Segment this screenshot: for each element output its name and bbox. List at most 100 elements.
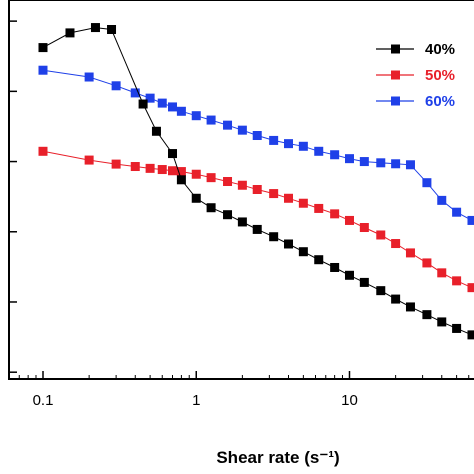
data-point	[405, 160, 415, 170]
data-point	[376, 286, 386, 296]
data-point	[391, 159, 401, 169]
data-point	[437, 317, 447, 327]
data-point	[111, 81, 121, 91]
data-point	[237, 125, 247, 135]
data-point	[191, 111, 201, 121]
data-point	[298, 198, 308, 208]
data-point	[359, 157, 369, 167]
data-point	[223, 210, 233, 220]
data-point	[359, 223, 369, 233]
data-point	[206, 173, 216, 183]
series-60pct	[38, 65, 474, 225]
legend-label: 40%	[425, 41, 455, 58]
data-point	[467, 283, 474, 293]
legend-marker	[391, 96, 400, 106]
data-point	[157, 165, 167, 175]
data-point	[452, 276, 462, 286]
x-tick-label: 0.1	[33, 392, 54, 409]
data-point	[269, 189, 279, 199]
series-line	[42, 150, 473, 289]
x-tick-label: 10	[341, 392, 358, 409]
data-point	[359, 277, 369, 287]
data-point	[269, 232, 279, 242]
data-point	[111, 159, 121, 169]
data-point	[437, 268, 447, 278]
data-point	[252, 185, 262, 194]
data-point	[452, 207, 462, 217]
data-point	[191, 193, 201, 203]
data-point	[269, 135, 279, 145]
legend-item: 40%	[376, 41, 455, 58]
data-point	[344, 215, 354, 225]
data-point	[168, 149, 178, 159]
data-point	[252, 131, 262, 141]
data-point	[391, 294, 401, 304]
data-point	[391, 239, 401, 249]
data-point	[284, 193, 294, 203]
data-point	[376, 158, 386, 168]
data-point	[344, 154, 354, 164]
data-point	[130, 88, 140, 98]
tick-labels: 0.1 1 10	[33, 392, 358, 409]
legend: 40% 50% 60%	[376, 41, 455, 110]
data-point	[422, 178, 432, 188]
data-point	[284, 239, 294, 249]
data-point	[314, 146, 324, 156]
data-point	[298, 247, 308, 257]
data-point	[157, 98, 167, 108]
data-point	[452, 323, 462, 333]
x-tick-label: 1	[192, 392, 200, 409]
data-point	[405, 302, 415, 312]
data-point	[176, 106, 186, 116]
series-layer	[38, 23, 474, 340]
data-point	[176, 175, 186, 185]
data-point	[206, 115, 216, 125]
data-point	[330, 150, 340, 160]
data-point	[145, 93, 155, 103]
data-point	[130, 162, 140, 172]
data-point	[107, 25, 117, 35]
data-point	[284, 139, 294, 149]
data-point	[84, 72, 94, 82]
data-point	[330, 209, 340, 219]
data-point	[206, 203, 216, 213]
data-point	[344, 270, 354, 280]
series-line	[42, 69, 473, 221]
series-line	[42, 27, 473, 336]
data-point	[38, 65, 48, 75]
data-point	[90, 23, 100, 33]
data-point	[237, 180, 247, 190]
data-point	[314, 255, 324, 265]
data-point	[422, 258, 432, 268]
series-50pct	[38, 146, 474, 293]
data-point	[176, 167, 186, 177]
legend-marker	[391, 44, 400, 54]
data-point	[467, 215, 474, 225]
data-point	[168, 166, 178, 176]
data-point	[298, 141, 308, 151]
data-point	[405, 248, 415, 258]
data-point	[437, 195, 447, 205]
tick-marks	[9, 20, 470, 379]
data-point	[168, 102, 178, 112]
legend-item: 50%	[376, 67, 455, 84]
data-point	[376, 230, 386, 240]
legend-item: 60%	[376, 93, 455, 110]
data-point	[145, 163, 155, 173]
data-point	[191, 169, 201, 179]
data-point	[422, 310, 432, 320]
data-point	[223, 120, 233, 130]
data-point	[467, 330, 474, 340]
legend-marker	[391, 70, 400, 80]
legend-label: 50%	[425, 67, 455, 84]
data-point	[252, 224, 262, 234]
data-point	[330, 262, 340, 272]
x-axis-title: Shear rate (s⁻¹)	[216, 448, 339, 467]
data-point	[223, 176, 233, 186]
data-point	[84, 155, 94, 165]
data-point	[138, 99, 148, 109]
data-point	[38, 43, 48, 53]
data-point	[38, 146, 48, 156]
data-point	[314, 203, 324, 213]
